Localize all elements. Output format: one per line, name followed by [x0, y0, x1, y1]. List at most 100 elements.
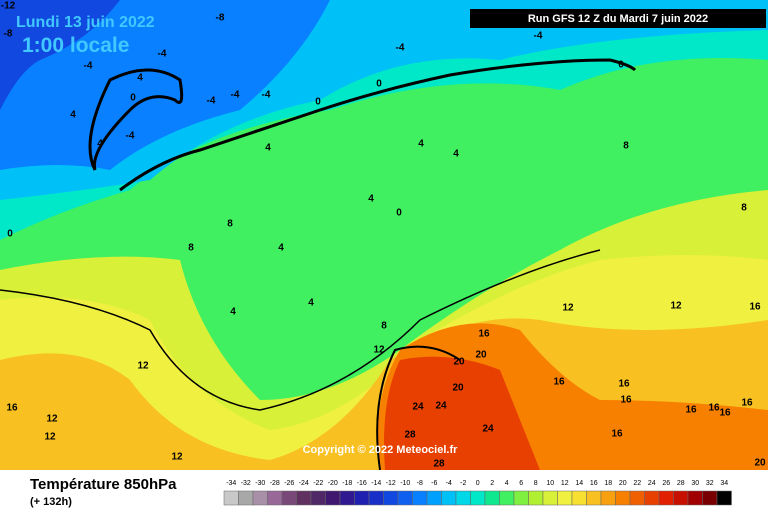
contour-label: 20	[453, 357, 465, 368]
contour-label: 16	[6, 403, 18, 414]
color-legend: -34-32-30-28-26-24-22-20-18-16-14-12-10-…	[224, 480, 732, 505]
legend-tick-label: 28	[677, 480, 685, 487]
contour-label: 28	[433, 459, 445, 470]
copyright: Copyright © 2022 Meteociel.fr	[303, 444, 459, 456]
legend-tick-label: -6	[431, 480, 437, 487]
contour-label: 12	[44, 432, 56, 443]
legend-tick-label: 14	[575, 480, 583, 487]
legend-swatch	[471, 491, 486, 505]
legend-tick-label: -12	[386, 480, 396, 487]
contour-label: -8	[4, 29, 13, 40]
legend-swatch	[529, 491, 544, 505]
legend-tick-label: 30	[691, 480, 699, 487]
legend-swatch	[659, 491, 674, 505]
contour-label: 4	[453, 149, 459, 160]
legend-swatch	[326, 491, 341, 505]
legend-swatch	[645, 491, 660, 505]
contour-label: 0	[130, 93, 136, 104]
contour-label: 4	[418, 139, 424, 150]
contour-label: -4	[231, 90, 240, 101]
contour-label: 4	[70, 110, 76, 121]
contour-label: 0	[376, 79, 382, 90]
contour-label: 16	[478, 329, 490, 340]
contour-label: 16	[553, 377, 565, 388]
contour-label: 24	[435, 401, 447, 412]
legend-tick-label: 12	[561, 480, 569, 487]
contour-label: 4	[368, 194, 374, 205]
contour-label: -4	[396, 43, 405, 54]
legend-tick-label: -22	[313, 480, 323, 487]
contour-label: -4	[534, 31, 543, 42]
legend-tick-label: -32	[241, 480, 251, 487]
legend-tick-label: 22	[633, 480, 641, 487]
contour-label: 16	[618, 379, 630, 390]
contour-label: 24	[482, 424, 494, 435]
legend-swatch	[485, 491, 500, 505]
contour-label: 16	[620, 395, 632, 406]
legend-swatch	[703, 491, 718, 505]
contour-label: 16	[719, 408, 731, 419]
legend-tick-label: 10	[546, 480, 554, 487]
legend-tick-label: 8	[534, 480, 538, 487]
legend-swatch	[587, 491, 602, 505]
legend-swatch	[355, 491, 370, 505]
legend-swatch	[688, 491, 703, 505]
contour-label: 28	[404, 430, 416, 441]
legend-tick-label: 32	[706, 480, 714, 487]
contour-label: -8	[216, 13, 225, 24]
contour-label: 4	[137, 73, 143, 84]
legend-tick-label: 18	[604, 480, 612, 487]
contour-label: -4	[262, 90, 271, 101]
legend-swatch	[616, 491, 631, 505]
legend-swatch	[398, 491, 413, 505]
legend-tick-label: -34	[226, 480, 236, 487]
legend-tick-label: -20	[328, 480, 338, 487]
contour-label: 12	[670, 301, 682, 312]
legend-tick-label: 26	[662, 480, 670, 487]
contour-label: 20	[754, 458, 766, 469]
legend-swatch	[384, 491, 399, 505]
legend-tick-label: -16	[357, 480, 367, 487]
run-banner: Run GFS 12 Z du Mardi 7 juin 2022	[528, 13, 708, 25]
legend-swatch	[427, 491, 442, 505]
contour-label: 12	[137, 361, 149, 372]
contour-label: -4	[158, 49, 167, 60]
legend-swatch	[297, 491, 312, 505]
legend-swatch	[311, 491, 326, 505]
legend-swatch	[558, 491, 573, 505]
legend-swatch	[543, 491, 558, 505]
legend-tick-label: 24	[648, 480, 656, 487]
contour-label: 8	[188, 243, 194, 254]
contour-label: 20	[475, 350, 487, 361]
footer-title: Température 850hPa	[30, 476, 177, 493]
legend-tick-label: -4	[446, 480, 452, 487]
legend-tick-label: 16	[590, 480, 598, 487]
contour-label: 8	[381, 321, 387, 332]
contour-label: 16	[741, 398, 753, 409]
contour-label: 0	[396, 208, 402, 219]
legend-tick-label: -24	[299, 480, 309, 487]
forecast-time: 1:00 locale	[22, 34, 129, 57]
legend-swatch	[500, 491, 515, 505]
forecast-date: Lundi 13 juin 2022	[16, 14, 155, 31]
footer-subtitle: (+ 132h)	[30, 496, 72, 508]
legend-swatch	[630, 491, 645, 505]
legend-swatch	[442, 491, 457, 505]
contour-label: -4	[126, 131, 135, 142]
contour-label: 12	[171, 452, 183, 463]
contour-label: 16	[611, 429, 623, 440]
legend-swatch	[369, 491, 384, 505]
legend-swatch	[340, 491, 355, 505]
legend-tick-label: 20	[619, 480, 627, 487]
contour-label: -4	[84, 61, 93, 72]
contour-label: 12	[562, 303, 574, 314]
legend-tick-label: -30	[255, 480, 265, 487]
contour-label: -12	[1, 1, 16, 12]
contour-label: 8	[741, 203, 747, 214]
contour-label: 8	[623, 141, 629, 152]
legend-swatch	[717, 491, 732, 505]
legend-swatch	[601, 491, 616, 505]
legend-tick-label: -14	[371, 480, 381, 487]
legend-swatch	[239, 491, 254, 505]
legend-swatch	[674, 491, 689, 505]
